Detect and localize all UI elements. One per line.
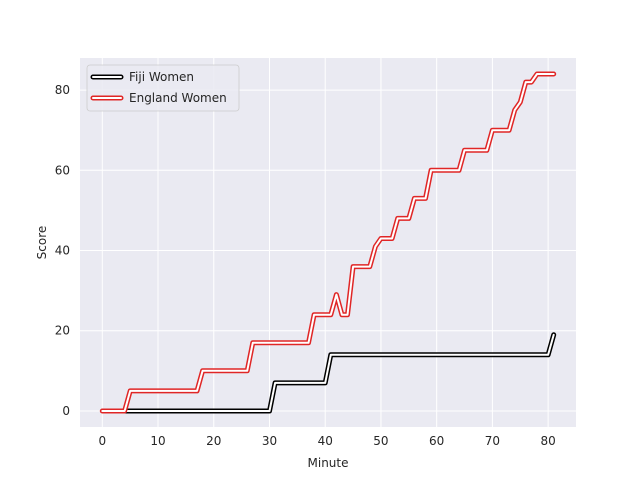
x-tick-label: 30 xyxy=(262,434,277,448)
x-tick-label: 50 xyxy=(373,434,388,448)
legend-box xyxy=(86,64,240,112)
x-tick-label: 40 xyxy=(318,434,333,448)
x-tick-label: 20 xyxy=(206,434,221,448)
x-tick-label: 10 xyxy=(150,434,165,448)
series-layer xyxy=(99,71,557,414)
x-tick-label: 60 xyxy=(429,434,444,448)
y-tick-label: 0 xyxy=(62,404,70,418)
legend: Fiji Women England Women xyxy=(86,64,240,112)
x-tick-label: 80 xyxy=(540,434,555,448)
fiji-women-series xyxy=(122,332,557,414)
x-tick-label: 0 xyxy=(98,434,106,448)
legend-label: Fiji Women xyxy=(129,70,194,84)
x-axis-ticks: 0 10 20 30 40 50 60 70 80 xyxy=(98,434,555,448)
y-tick-label: 80 xyxy=(55,83,70,97)
x-axis-label: Minute xyxy=(308,456,349,470)
fiji-women-line-core xyxy=(123,333,555,412)
x-tick-label: 70 xyxy=(485,434,500,448)
legend-item-fiji-women: Fiji Women xyxy=(90,70,194,84)
y-axis-label: Score xyxy=(35,226,49,260)
legend-item-england-women: England Women xyxy=(90,91,227,105)
england-women-series xyxy=(99,71,557,414)
y-tick-label: 40 xyxy=(55,244,70,258)
england-women-line-core xyxy=(101,73,555,412)
legend-label: England Women xyxy=(129,91,227,105)
gridlines xyxy=(80,58,576,427)
y-tick-label: 20 xyxy=(55,324,70,338)
y-tick-label: 60 xyxy=(55,163,70,177)
y-axis-ticks: 0 20 40 60 80 xyxy=(55,83,70,418)
